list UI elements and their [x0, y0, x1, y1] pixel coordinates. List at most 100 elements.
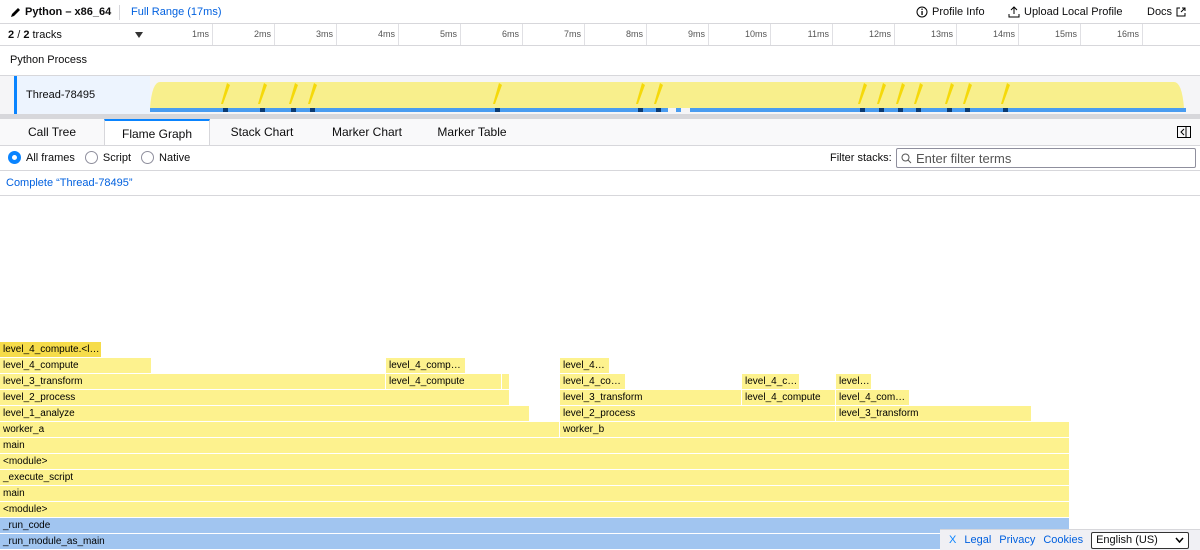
- flame-box[interactable]: level_3_transform: [836, 406, 1031, 421]
- flame-box[interactable]: level_3_transform: [0, 374, 385, 389]
- sample-dot: [495, 108, 500, 112]
- footer: X Legal Privacy Cookies English (US): [940, 529, 1200, 550]
- range-link[interactable]: Full Range (17ms): [131, 6, 222, 18]
- tab[interactable]: Marker Table: [437, 125, 507, 139]
- timeline-ruler: 2 / 2 tracks 1ms 2ms 3ms 4ms 5ms 6ms 7ms 8ms 9ms…: [0, 24, 1200, 46]
- button-label: Profile Info: [932, 6, 985, 18]
- filter-input[interactable]: Enter filter terms: [896, 148, 1196, 168]
- filter-label: Filter stacks:: [830, 152, 892, 164]
- footer-link[interactable]: Legal: [964, 534, 992, 546]
- flame-box[interactable]: level_4_co…: [560, 374, 625, 389]
- flame-box[interactable]: _execute_script: [0, 470, 1069, 485]
- flame-box[interactable]: <module>: [0, 454, 1069, 469]
- sample-dot: [1003, 108, 1008, 112]
- visible-count: 2: [8, 29, 15, 41]
- flame-box[interactable]: level_4_compute: [0, 358, 151, 373]
- radio-option[interactable]: All frames: [8, 151, 75, 164]
- tab[interactable]: Stack Chart: [230, 125, 294, 139]
- radio-option[interactable]: Script: [84, 151, 132, 164]
- flame-box[interactable]: level_2_process: [0, 390, 509, 405]
- tick: 12ms: [869, 24, 895, 45]
- flame-box[interactable]: level_4_compute: [386, 374, 501, 389]
- tab-bar: Call Tree Flame Graph Stack Chart Marker Ch…: [0, 119, 1200, 146]
- tick-label: 14ms: [992, 29, 1015, 39]
- upload-button[interactable]: Upload Local Profile: [1008, 6, 1122, 18]
- process-label[interactable]: Python Process: [10, 54, 88, 66]
- flame-box[interactable]: level_4…: [560, 358, 609, 373]
- flame-box[interactable]: level_2_process: [560, 406, 835, 421]
- radio-option[interactable]: Native: [141, 151, 190, 164]
- docs-button[interactable]: Docs: [1147, 6, 1186, 18]
- profile-info-button[interactable]: Profile Info: [916, 6, 985, 18]
- flame-box[interactable]: [502, 374, 509, 389]
- track-count[interactable]: 2 / 2 tracks: [8, 29, 62, 41]
- radio-label: Script: [102, 151, 132, 164]
- button-label: Upload Local Profile: [1024, 6, 1123, 18]
- tick: 16ms: [1117, 24, 1143, 45]
- tick: 13ms: [931, 24, 957, 45]
- tick: 14ms: [993, 24, 1019, 45]
- sample-bar: [676, 108, 681, 112]
- footer-link[interactable]: Privacy: [999, 534, 1036, 546]
- marker-arrow: [493, 83, 502, 104]
- pencil-icon: [11, 7, 20, 17]
- dropdown-arrow[interactable]: [134, 31, 144, 39]
- sidebar-toggle[interactable]: [1177, 126, 1191, 138]
- flame-box[interactable]: level_4_com…: [836, 390, 909, 405]
- top-bar: Python – x86_64 Full Range (17ms) Profil…: [0, 0, 1200, 24]
- sample-dot: [291, 108, 296, 112]
- settings-bar: All frames Script Native Filter stacks: En…: [0, 146, 1200, 171]
- flame-box[interactable]: worker_b: [560, 422, 1069, 437]
- flame-box[interactable]: level…: [836, 374, 871, 389]
- flame-box[interactable]: <module>: [0, 502, 1069, 517]
- tick: 4ms: [378, 24, 399, 45]
- marker-arrow: [877, 83, 886, 104]
- flame-box[interactable]: level_4_c…: [742, 374, 799, 389]
- thread-activity-graph[interactable]: [150, 76, 1186, 114]
- flame-box[interactable]: worker_a: [0, 422, 559, 437]
- marker-arrow: [1001, 83, 1010, 104]
- tick-label: 11ms: [807, 29, 829, 39]
- tick: 9ms: [688, 24, 709, 45]
- language-select[interactable]: English (US): [1091, 531, 1190, 549]
- radio-circle: [84, 151, 98, 164]
- flame-box[interactable]: _run_code: [0, 518, 1069, 533]
- marker-arrow: [896, 83, 905, 104]
- tick: 6ms: [502, 24, 523, 45]
- flame-box[interactable]: level_3_transform: [560, 390, 741, 405]
- thread-label[interactable]: Thread-78495: [14, 76, 150, 114]
- marker-arrow: [963, 83, 972, 104]
- flame-box[interactable]: _run_module_as_main: [0, 534, 1069, 549]
- tab[interactable]: Call Tree: [27, 125, 77, 139]
- footer-link[interactable]: Cookies: [1043, 534, 1084, 546]
- select-arrow: [1175, 537, 1184, 543]
- info-icon: [916, 6, 928, 18]
- tick-label: 15ms: [1054, 29, 1077, 39]
- sample-dot: [310, 108, 315, 112]
- flame-box[interactable]: main: [0, 486, 1069, 501]
- marker-arrow: [945, 83, 954, 104]
- flame-box[interactable]: level_1_analyze: [0, 406, 529, 421]
- tab[interactable]: Flame Graph: [104, 119, 210, 145]
- flame-box[interactable]: level_4_compute: [742, 390, 835, 405]
- tick-label: 9ms: [687, 29, 705, 39]
- footer-close[interactable]: X: [949, 534, 957, 546]
- flame-box[interactable]: level_4_compute.<l…: [0, 342, 101, 357]
- flame-box[interactable]: level_4_comp…: [386, 358, 465, 373]
- sample-dot: [947, 108, 952, 112]
- tick: 10ms: [745, 24, 771, 45]
- radio-group: All frames Script Native: [8, 151, 200, 164]
- profile-name[interactable]: Python – x86_64: [10, 6, 111, 18]
- tab[interactable]: Marker Chart: [331, 125, 402, 139]
- tick: 15ms: [1055, 24, 1081, 45]
- sample-dot: [656, 108, 661, 112]
- sample-dot: [860, 108, 865, 112]
- marker-arrow: [654, 83, 663, 104]
- flame-box[interactable]: main: [0, 438, 1069, 453]
- breadcrumb[interactable]: Complete “Thread-78495”: [6, 177, 133, 189]
- tick: 7ms: [564, 24, 585, 45]
- splitter: [0, 114, 1200, 119]
- external-icon: [1176, 7, 1186, 17]
- radio-label: Native: [159, 151, 191, 164]
- total-count: 2: [23, 29, 30, 41]
